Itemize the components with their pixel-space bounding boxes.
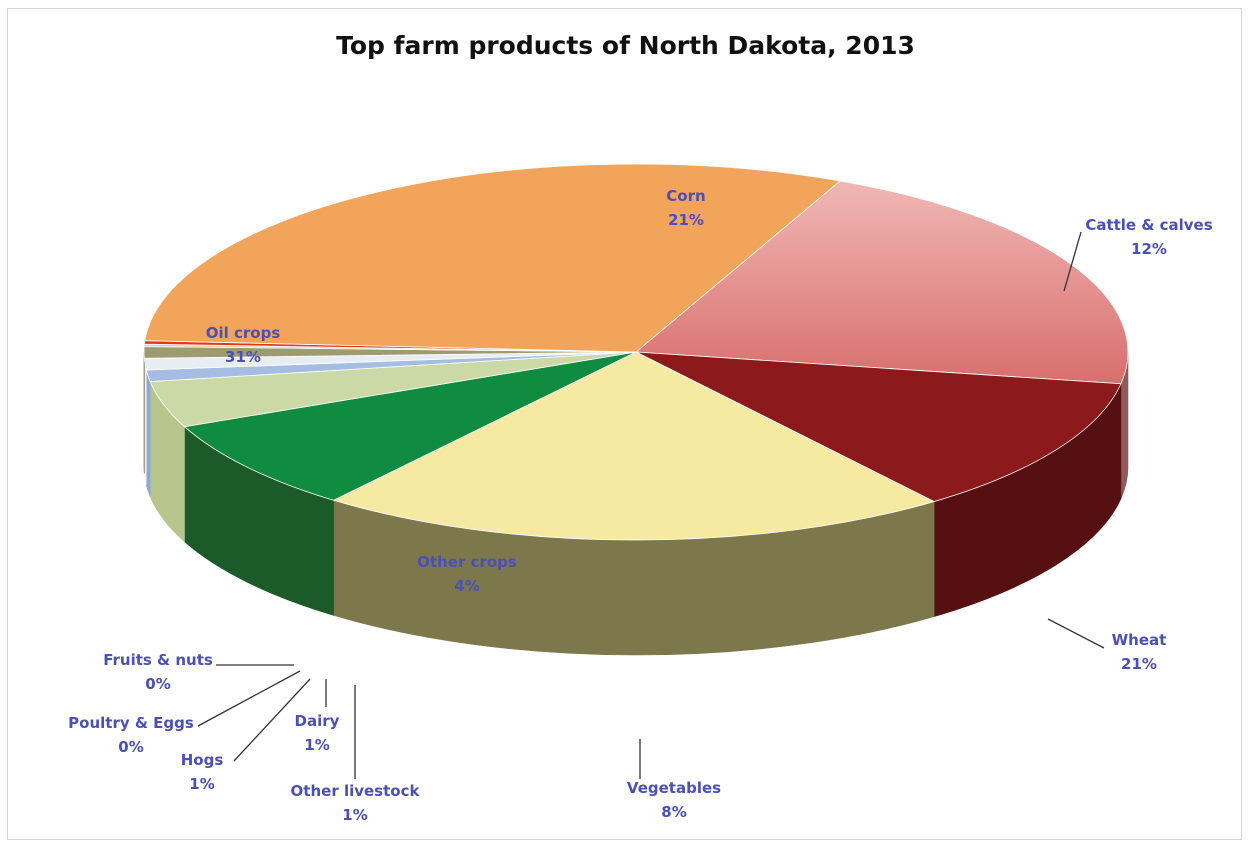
label-hogs: Hogs 1% (181, 751, 224, 793)
label-fruits-and-nuts: Fruits & nuts 0% (103, 651, 213, 693)
slice-corn (634, 180, 1129, 385)
pie-tops (143, 163, 1129, 541)
label-wheat: Wheat 21% (1112, 631, 1167, 673)
slice-cattle-and-calves (635, 351, 1122, 502)
slice-wheat (332, 351, 936, 541)
leader-lines (197, 231, 1105, 779)
label-dairy: Dairy 1% (295, 712, 340, 754)
label-name-other-crops: Other crops (417, 553, 517, 571)
label-name-other-livestock: Other livestock (291, 782, 421, 800)
label-cattle-and-calves: Cattle & calves 12% (1085, 216, 1212, 258)
label-value-hogs: 1% (189, 775, 214, 793)
label-value-corn: 21% (668, 211, 704, 229)
chart-title: Top farm products of North Dakota, 2013 (336, 31, 915, 60)
label-value-wheat: 21% (1121, 655, 1157, 673)
slice-labels: Corn 21% Cattle & calves 12% Wheat 21% Vegetab… (68, 187, 1213, 824)
chart-frame: Top farm products of North Dakota, 2013 … (7, 8, 1242, 840)
label-name-poultry-and-eggs: Poultry & Eggs (68, 714, 194, 732)
label-poultry-and-eggs: Poultry & Eggs 0% (68, 714, 194, 756)
leader-poultry-and-eggs (197, 670, 301, 727)
pie-chart: Corn 21% Cattle & calves 12% Wheat 21% Vegetab… (68, 163, 1213, 824)
label-name-hogs: Hogs (181, 751, 224, 769)
label-other-crops: Other crops 4% (417, 553, 517, 595)
label-name-vegetables: Vegetables (627, 779, 721, 797)
label-name-fruits-and-nuts: Fruits & nuts (103, 651, 213, 669)
label-value-other-livestock: 1% (342, 806, 367, 824)
label-other-livestock: Other livestock 1% (291, 782, 421, 824)
label-value-cattle-and-calves: 12% (1131, 240, 1167, 258)
label-oil-crops: Oil crops 31% (206, 324, 281, 366)
label-name-cattle-and-calves: Cattle & calves (1085, 216, 1212, 234)
leader-cattle-and-calves (1063, 231, 1082, 292)
label-value-oil-crops: 31% (225, 348, 261, 366)
slice-vegetables (183, 351, 637, 501)
label-value-vegetables: 8% (661, 803, 686, 821)
leader-wheat (1047, 618, 1105, 649)
label-name-dairy: Dairy (295, 712, 340, 730)
label-value-fruits-and-nuts: 0% (145, 675, 170, 693)
label-name-wheat: Wheat (1112, 631, 1167, 649)
label-corn: Corn 21% (666, 187, 705, 229)
label-name-corn: Corn (666, 187, 705, 205)
label-vegetables: Vegetables 8% (627, 779, 721, 821)
pie-sides (143, 351, 1129, 656)
label-value-dairy: 1% (304, 736, 329, 754)
label-value-other-crops: 4% (454, 577, 479, 595)
label-name-oil-crops: Oil crops (206, 324, 281, 342)
side-other-livestock (145, 369, 151, 497)
leader-hogs (233, 678, 311, 762)
label-value-poultry-and-eggs: 0% (118, 738, 143, 756)
slice-oil-crops (144, 163, 841, 353)
